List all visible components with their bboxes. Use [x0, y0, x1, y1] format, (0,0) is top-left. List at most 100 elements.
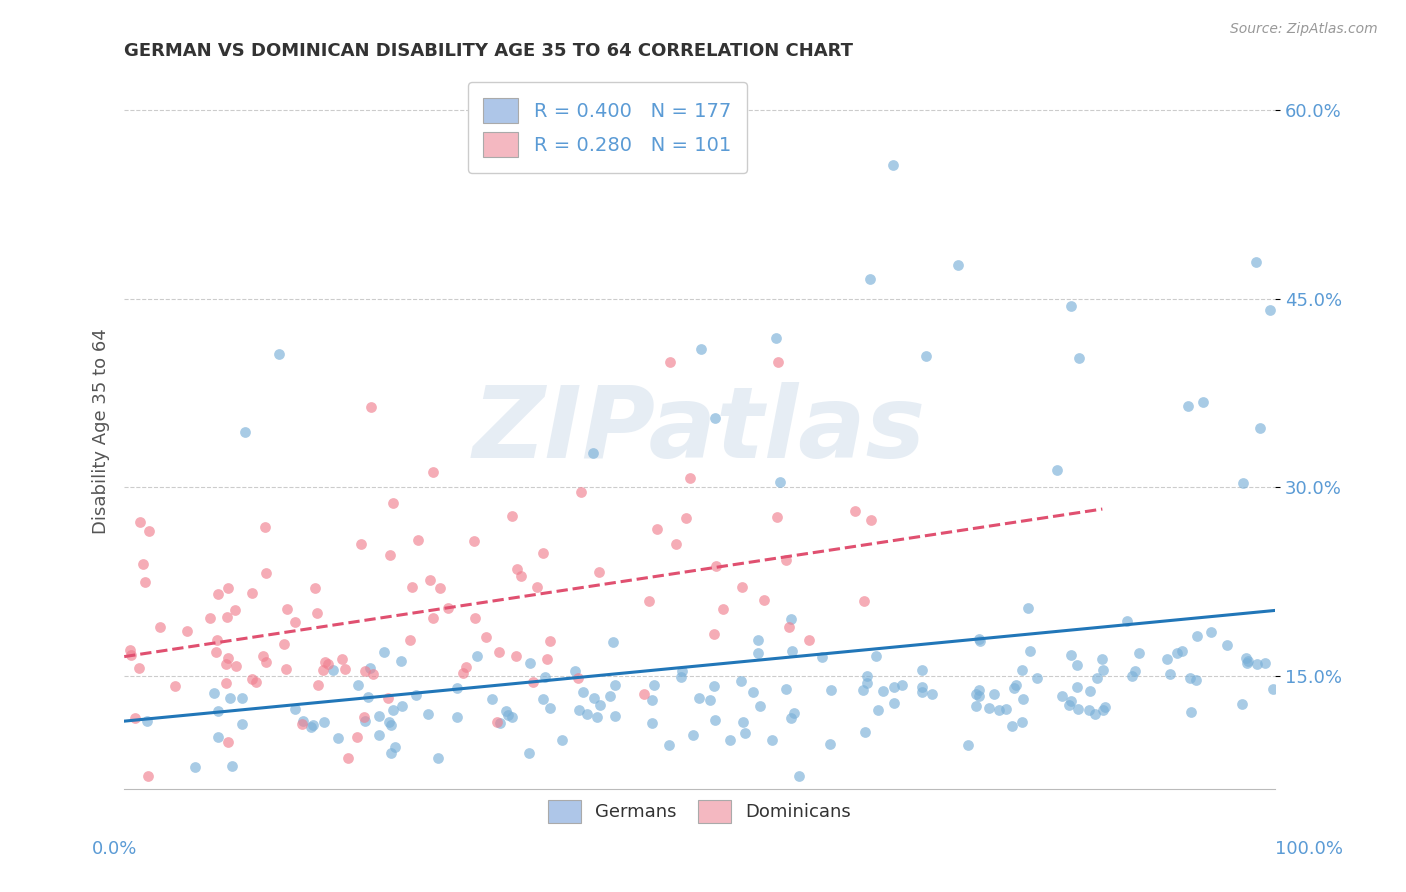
Point: [316, 657, 339, 671]
Point: [436, 601, 458, 615]
Point: [215, 657, 238, 672]
Point: [703, 627, 725, 641]
Point: [742, 684, 765, 698]
Point: [818, 737, 841, 751]
Point: [465, 649, 488, 664]
Point: [217, 651, 239, 665]
Text: GERMAN VS DOMINICAN DISABILITY AGE 35 TO 64 CORRELATION CHART: GERMAN VS DOMINICAN DISABILITY AGE 35 TO…: [124, 42, 853, 60]
Point: [464, 611, 486, 625]
Point: [1085, 671, 1108, 685]
Point: [1046, 463, 1069, 477]
Point: [451, 665, 474, 680]
Point: [1166, 646, 1188, 660]
Point: [1084, 706, 1107, 721]
Point: [138, 524, 160, 538]
Point: [1057, 698, 1080, 712]
Point: [969, 634, 991, 648]
Point: [1184, 673, 1206, 687]
Point: [269, 347, 291, 361]
Point: [977, 701, 1000, 715]
Point: [965, 687, 987, 701]
Point: [589, 698, 612, 713]
Point: [1258, 303, 1281, 318]
Point: [419, 573, 441, 587]
Point: [853, 724, 876, 739]
Point: [240, 585, 263, 599]
Point: [780, 612, 803, 626]
Point: [1234, 650, 1257, 665]
Point: [314, 655, 336, 669]
Point: [637, 594, 659, 608]
Point: [183, 760, 205, 774]
Point: [221, 758, 243, 772]
Point: [353, 710, 375, 724]
Point: [427, 751, 450, 765]
Point: [401, 580, 423, 594]
Point: [602, 635, 624, 649]
Point: [1069, 351, 1091, 365]
Point: [354, 714, 377, 728]
Point: [711, 602, 734, 616]
Point: [165, 679, 187, 693]
Point: [299, 720, 322, 734]
Point: [564, 664, 586, 678]
Point: [284, 702, 307, 716]
Text: ZIPatlas: ZIPatlas: [472, 382, 927, 479]
Text: 100.0%: 100.0%: [1275, 840, 1343, 858]
Point: [382, 703, 405, 717]
Point: [1236, 656, 1258, 670]
Point: [582, 446, 605, 460]
Point: [134, 575, 156, 590]
Point: [360, 400, 382, 414]
Point: [330, 652, 353, 666]
Point: [1019, 643, 1042, 657]
Point: [240, 672, 263, 686]
Point: [859, 272, 882, 286]
Point: [967, 683, 990, 698]
Point: [361, 666, 384, 681]
Point: [883, 681, 905, 695]
Point: [890, 677, 912, 691]
Point: [658, 354, 681, 368]
Point: [389, 654, 412, 668]
Point: [567, 671, 589, 685]
Point: [384, 740, 406, 755]
Point: [136, 769, 159, 783]
Point: [1078, 683, 1101, 698]
Point: [475, 630, 498, 644]
Point: [811, 650, 834, 665]
Point: [128, 515, 150, 529]
Point: [1001, 719, 1024, 733]
Point: [1077, 703, 1099, 717]
Point: [136, 714, 159, 728]
Point: [489, 715, 512, 730]
Point: [1121, 669, 1143, 683]
Point: [273, 637, 295, 651]
Point: [429, 581, 451, 595]
Point: [1253, 656, 1275, 670]
Point: [446, 681, 468, 695]
Point: [481, 691, 503, 706]
Point: [704, 559, 727, 574]
Point: [883, 696, 905, 710]
Point: [820, 683, 842, 698]
Point: [946, 259, 969, 273]
Point: [599, 689, 621, 703]
Point: [225, 658, 247, 673]
Point: [312, 663, 335, 677]
Point: [207, 587, 229, 601]
Point: [1066, 680, 1088, 694]
Point: [699, 693, 721, 707]
Point: [569, 484, 592, 499]
Point: [1178, 671, 1201, 685]
Point: [669, 670, 692, 684]
Point: [671, 664, 693, 678]
Point: [605, 708, 627, 723]
Point: [641, 693, 664, 707]
Point: [1050, 689, 1073, 703]
Point: [1199, 624, 1222, 639]
Point: [588, 565, 610, 579]
Point: [291, 714, 314, 729]
Point: [522, 675, 544, 690]
Point: [1191, 395, 1213, 409]
